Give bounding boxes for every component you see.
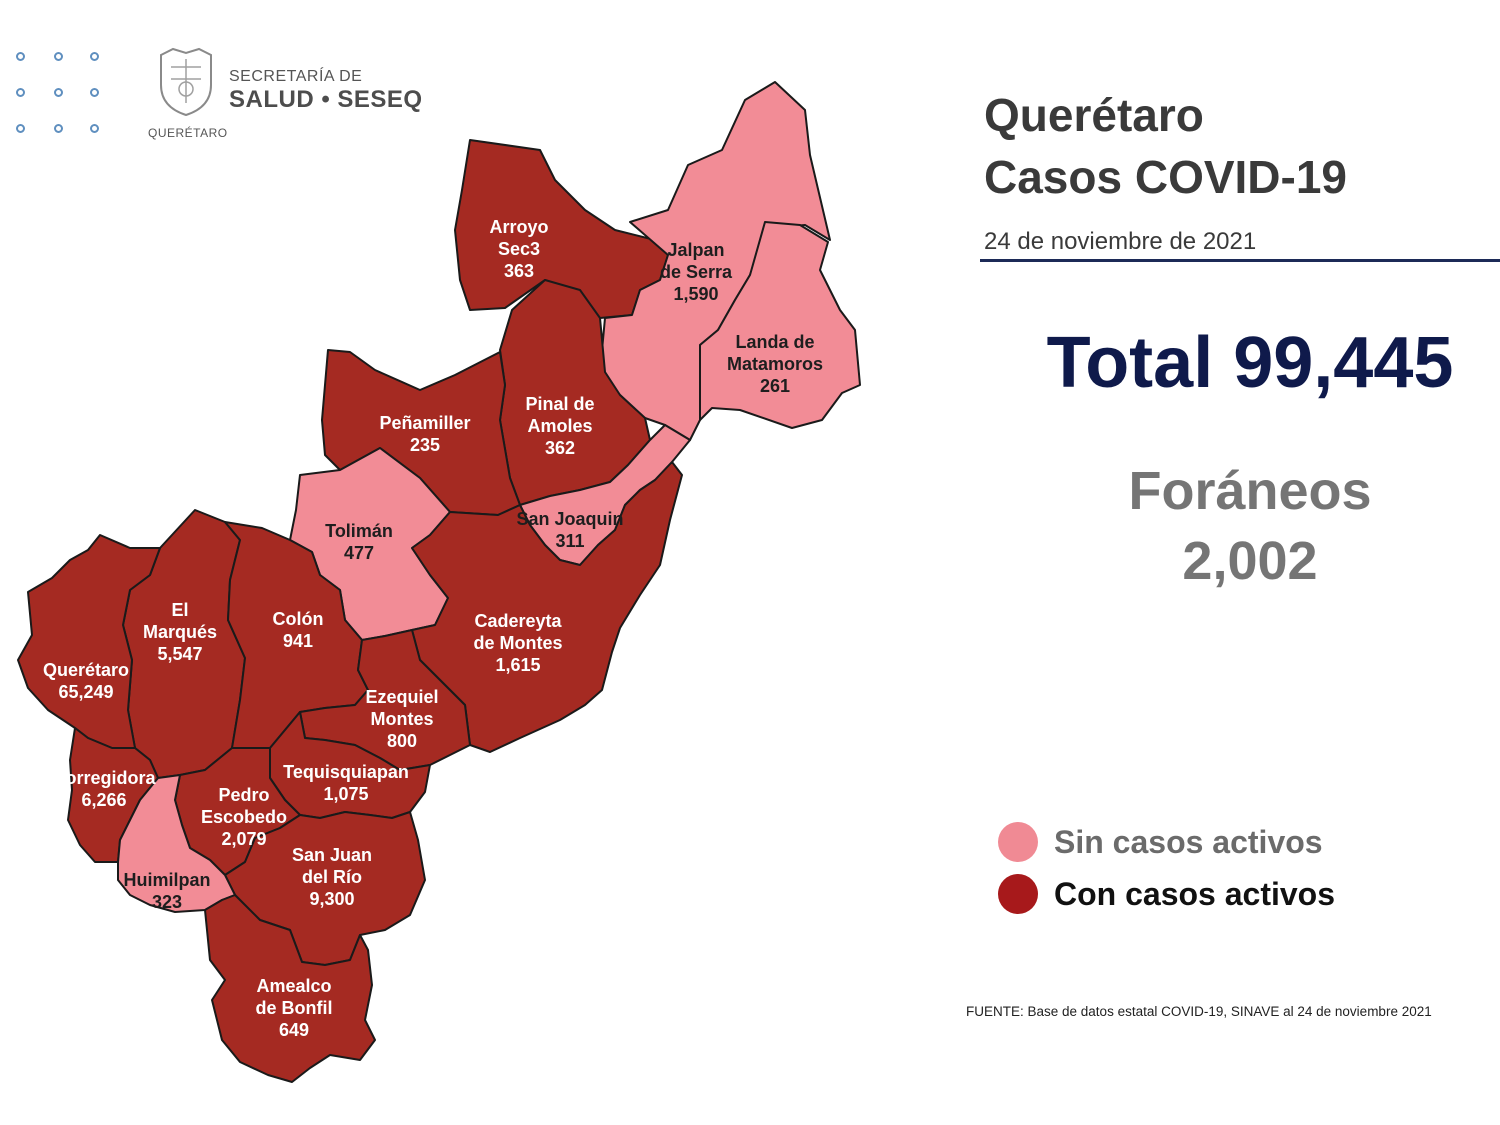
label-jalpan: Jalpan	[667, 240, 724, 260]
case-count-landa: 261	[760, 376, 790, 396]
label-el-marques: El	[171, 600, 188, 620]
logo-queretaro: QUERÉTARO	[148, 126, 228, 140]
legend-label: Con casos activos	[1054, 875, 1335, 912]
label-ezequiel-montes: Ezequiel	[365, 687, 438, 707]
label-queretaro: Querétaro	[43, 660, 129, 680]
logo-secretaria: SECRETARÍA DE	[229, 68, 363, 85]
logo-salud-seseq: SALUD • SESEQ	[229, 86, 423, 113]
case-count-arroyo-seco: 363	[504, 261, 534, 281]
source-note: FUENTE: Base de datos estatal COVID-19, …	[966, 1004, 1432, 1019]
case-count-penamiller: 235	[410, 435, 440, 455]
case-count-san-juan: 9,300	[309, 889, 354, 909]
state-seal-icon	[160, 47, 212, 117]
case-count-toliman: 477	[344, 543, 374, 563]
page-title: Querétaro	[984, 89, 1204, 141]
label-san-juan: del Río	[302, 867, 362, 887]
case-count-pedro-escobedo: 2,079	[221, 829, 266, 849]
label-amealco: Amealco	[256, 976, 331, 996]
case-count-queretaro: 65,249	[58, 682, 113, 702]
case-count-amealco: 649	[279, 1020, 309, 1040]
case-count-san-joaquin: 311	[555, 531, 584, 551]
case-count-tequisquiapan: 1,075	[323, 784, 368, 804]
region-amealco	[204, 894, 376, 1083]
foraneos-value: 2,002	[1182, 531, 1318, 591]
label-san-joaquin: San Joaquin	[516, 509, 623, 529]
label-cadereyta: de Montes	[473, 633, 562, 653]
label-pedro-escobedo: Pedro	[218, 785, 269, 805]
case-count-ezequiel-montes: 800	[387, 731, 417, 751]
label-pinal: Amoles	[527, 416, 592, 436]
label-pinal: Pinal de	[525, 394, 594, 414]
label-tequisquiapan: Tequisquiapan	[283, 762, 409, 782]
label-amealco: de Bonfil	[256, 998, 333, 1018]
case-count-huimilpan: 323	[152, 892, 182, 912]
label-san-juan: San Juan	[292, 845, 372, 865]
label-el-marques: Marqués	[143, 622, 217, 642]
title-divider	[980, 259, 1500, 262]
label-colon: Colón	[273, 609, 324, 629]
label-arroyo-seco: Sec3	[498, 239, 540, 259]
logo-dots-icon	[14, 46, 104, 136]
page-subtitle: Casos COVID-19	[984, 151, 1348, 203]
case-count-pinal: 362	[545, 438, 575, 458]
label-huimilpan: Huimilpan	[123, 870, 210, 890]
region-cadereyta	[411, 461, 683, 753]
label-cadereyta: Cadereyta	[474, 611, 562, 631]
legend-item-sin-casos: Sin casos activos	[998, 822, 1323, 862]
total-cases: Total 99,445	[1046, 323, 1454, 403]
case-count-colon: 941	[283, 631, 313, 651]
foraneos-label: Foráneos	[1128, 461, 1372, 521]
label-ezequiel-montes: Montes	[371, 709, 434, 729]
legend-swatch-pink-icon	[998, 822, 1038, 862]
label-jalpan: de Serra	[660, 262, 733, 282]
legend-item-con-casos: Con casos activos	[998, 874, 1335, 914]
legend-label: Sin casos activos	[1054, 823, 1323, 860]
label-toliman: Tolimán	[325, 521, 393, 541]
region-landa	[699, 221, 861, 429]
label-arroyo-seco: Arroyo	[489, 217, 548, 237]
case-count-jalpan: 1,590	[673, 284, 718, 304]
case-count-el-marques: 5,547	[157, 644, 202, 664]
label-corregidora: Corregidora	[52, 768, 156, 788]
case-count-cadereyta: 1,615	[495, 655, 540, 675]
label-landa: Matamoros	[727, 354, 823, 374]
case-count-corregidora: 6,266	[81, 790, 126, 810]
label-landa: Landa de	[735, 332, 814, 352]
legend-swatch-red-icon	[998, 874, 1038, 914]
label-penamiller: Peñamiller	[379, 413, 470, 433]
region-penamiller	[321, 349, 521, 516]
report-date: 24 de noviembre de 2021	[984, 228, 1257, 255]
label-pedro-escobedo: Escobedo	[201, 807, 287, 827]
